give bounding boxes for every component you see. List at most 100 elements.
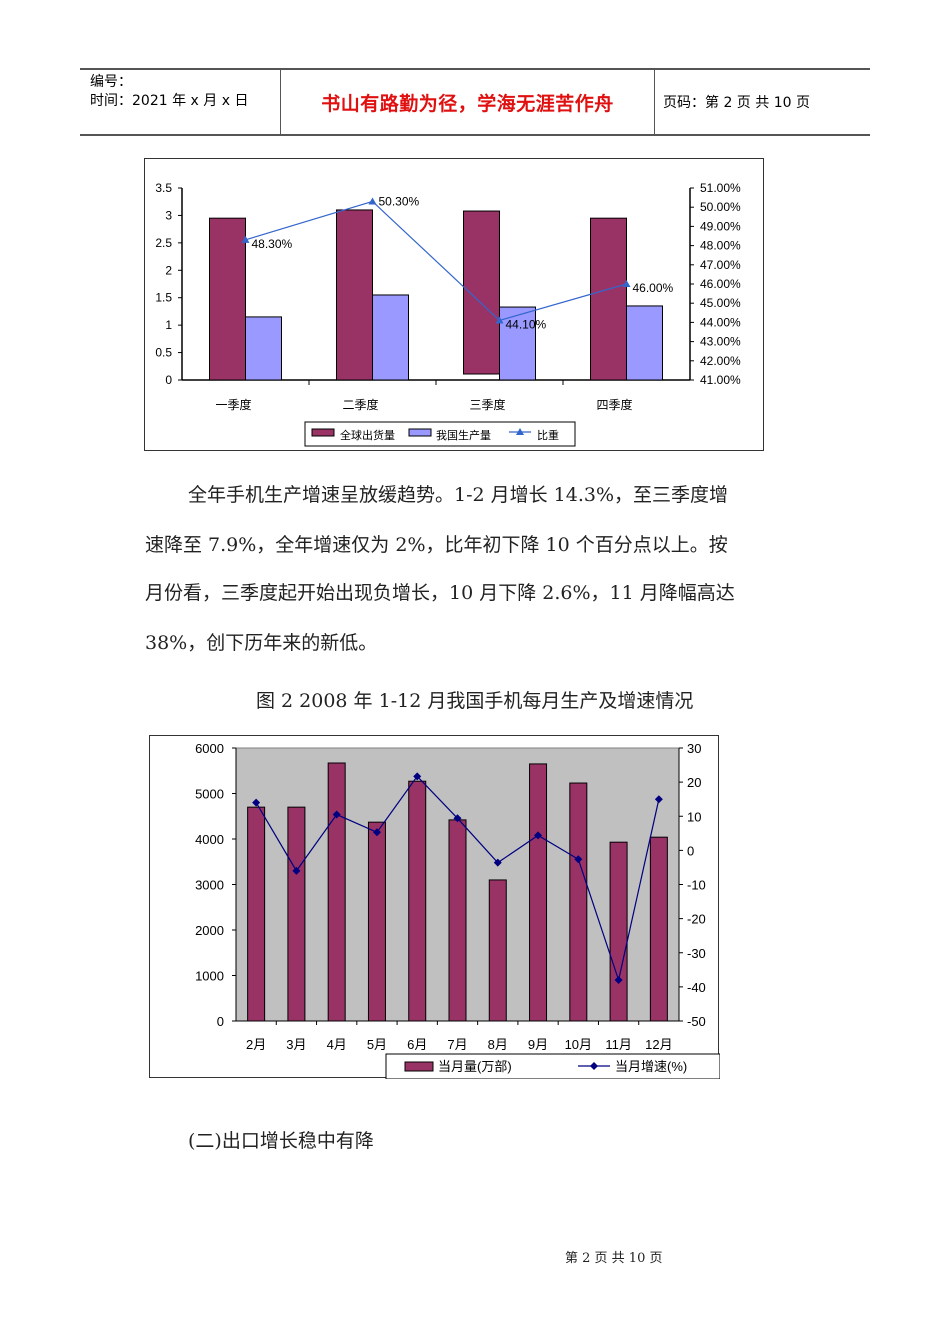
- x-category-label: 9月: [528, 1037, 548, 1052]
- bar-global-shipment: [209, 217, 246, 381]
- bar-monthly-volume: [367, 821, 386, 1022]
- triangle-marker-icon: [368, 197, 377, 205]
- page-footer: 第 2 页 共 10 页: [565, 1251, 663, 1266]
- legend-label-ratio: 比重: [537, 428, 559, 442]
- x-category-label: 三季度: [469, 397, 505, 412]
- chart-quarterly: 0 0.5 1 1.5 2 2.5 3 3.5 41.00% 42.00% 43.00% 44.00%…: [155, 181, 741, 447]
- x-category-label: 2月: [246, 1037, 266, 1052]
- legend-label-volume: 当月量(万部): [438, 1059, 512, 1074]
- ratio-line: [245, 200, 627, 322]
- diamond-marker-icon: [453, 814, 462, 823]
- right-tick-label: 48.00%: [700, 239, 741, 253]
- bar-monthly-volume: [609, 841, 628, 1022]
- x-category-label: 11月: [605, 1037, 632, 1052]
- diamond-marker-icon: [413, 772, 422, 781]
- diamond-marker-icon: [292, 866, 301, 875]
- bar-monthly-volume: [448, 819, 467, 1022]
- data-label: 50.30%: [379, 194, 420, 208]
- bar-monthly-volume: [327, 762, 346, 1022]
- left-tick-label: 3.5: [155, 181, 172, 195]
- x-category-label: 一季度: [215, 397, 251, 412]
- chart-legend: 当月量(万部) 当月增速(%): [385, 1053, 721, 1080]
- legend-label-china: 我国生产量: [436, 428, 491, 442]
- diamond-marker-icon: [332, 810, 341, 819]
- page-header: 编号： 时间：2021 年 x 月 x 日 书山有路勤为径，学海无涯苦作舟 页码…: [80, 68, 870, 136]
- bar-monthly-volume: [488, 879, 507, 1022]
- paragraph-line-1: 全年手机生产增速呈放缓趋势。1-2 月增长 14.3%，至三季度增: [188, 484, 729, 506]
- chart-quarterly-frame: 0 0.5 1 1.5 2 2.5 3 3.5 41.00% 42.00% 43.00% 44.00%…: [144, 158, 764, 451]
- left-tick-label: 2.5: [155, 236, 172, 250]
- left-tick-label: 2000: [195, 923, 224, 938]
- left-tick-label: 1.5: [155, 291, 172, 305]
- triangle-marker-icon: [622, 280, 631, 287]
- right-tick-label: 51.00%: [700, 181, 741, 195]
- legend-swatch-china: [408, 428, 432, 437]
- diamond-marker-icon: [534, 831, 543, 840]
- left-tick-label: 2: [165, 263, 172, 277]
- left-tick-label: 3000: [195, 878, 224, 893]
- diamond-marker-icon: [372, 828, 381, 837]
- serial-label: 编号：: [90, 74, 132, 90]
- section-heading: (二)出口增长稳中有降: [188, 1130, 374, 1152]
- date-label: 时间：2021 年 x 月 x 日: [90, 93, 249, 109]
- header-motto: 书山有路勤为径，学海无涯苦作舟: [281, 70, 655, 134]
- right-tick-label: 41.00%: [700, 373, 741, 387]
- x-category-label: 3月: [286, 1037, 306, 1052]
- x-category-label: 4月: [327, 1037, 347, 1052]
- paragraph-line-4: 38%，创下历年来的新低。: [145, 632, 378, 654]
- legend-swatch-volume: [404, 1061, 434, 1072]
- right-tick-label: 49.00%: [700, 219, 741, 233]
- data-label: 46.00%: [633, 281, 674, 295]
- right-tick-label: 20: [687, 775, 701, 790]
- bar-monthly-volume: [408, 780, 427, 1022]
- bar-china-production: [245, 316, 282, 381]
- x-category-label: 7月: [447, 1037, 467, 1052]
- x-category-label: 二季度: [342, 397, 378, 412]
- x-category-label: 12月: [645, 1037, 672, 1052]
- header-meta: 编号： 时间：2021 年 x 月 x 日: [80, 70, 281, 134]
- right-tick-label: 44.00%: [700, 315, 741, 329]
- right-tick-label: 42.00%: [700, 354, 741, 368]
- bar-global-shipment: [336, 209, 373, 381]
- diamond-marker-icon: [654, 795, 663, 804]
- legend-label-growth: 当月增速(%): [615, 1059, 687, 1074]
- right-tick-label: -50: [687, 1014, 706, 1029]
- triangle-marker-icon: [241, 235, 250, 243]
- bar-global-shipment: [590, 217, 627, 381]
- chart-legend: 全球出货量 我国生产量 比重: [304, 421, 576, 447]
- legend-label-global: 全球出货量: [340, 428, 395, 442]
- x-category-label: 10月: [565, 1037, 592, 1052]
- bar-monthly-volume: [529, 763, 548, 1022]
- bar-monthly-volume: [649, 836, 668, 1022]
- right-tick-label: 0: [687, 843, 694, 858]
- left-tick-label: 1: [165, 318, 172, 332]
- legend-swatch-global: [311, 428, 335, 437]
- bar-monthly-volume: [287, 806, 306, 1022]
- left-tick-label: 0: [217, 1014, 224, 1029]
- data-label: 48.30%: [252, 237, 293, 251]
- left-tick-label: 3: [165, 208, 172, 222]
- right-tick-label: -40: [687, 980, 706, 995]
- figure-2-caption: 图 2 2008 年 1-12 月我国手机每月生产及增速情况: [256, 690, 694, 712]
- legend-triangle-icon: [516, 428, 524, 435]
- diamond-marker-icon: [614, 976, 623, 985]
- data-label: 44.10%: [506, 317, 547, 331]
- diamond-marker-icon: [493, 858, 502, 867]
- right-tick-label: -20: [687, 912, 706, 927]
- legend-diamond-icon: [590, 1062, 598, 1070]
- right-tick-label: 46.00%: [700, 277, 741, 291]
- x-category-label: 6月: [407, 1037, 427, 1052]
- right-tick-label: -30: [687, 946, 706, 961]
- x-category-label: 5月: [367, 1037, 387, 1052]
- left-tick-label: 0.5: [155, 346, 172, 360]
- x-category-label: 8月: [488, 1037, 508, 1052]
- left-tick-label: 1000: [195, 969, 224, 984]
- paragraph-line-3: 月份看，三季度起开始出现负增长，10 月下降 2.6%，11 月降幅高达: [145, 582, 735, 604]
- left-tick-label: 4000: [195, 832, 224, 847]
- bar-monthly-volume: [569, 782, 588, 1022]
- diamond-marker-icon: [252, 798, 261, 807]
- right-tick-label: 10: [687, 809, 701, 824]
- right-tick-label: 30: [687, 741, 701, 756]
- diamond-marker-icon: [574, 855, 583, 864]
- chart-monthly: 0 1000 2000 3000 4000 5000 6000 -50 -40 -30 -20 -10…: [195, 741, 721, 1080]
